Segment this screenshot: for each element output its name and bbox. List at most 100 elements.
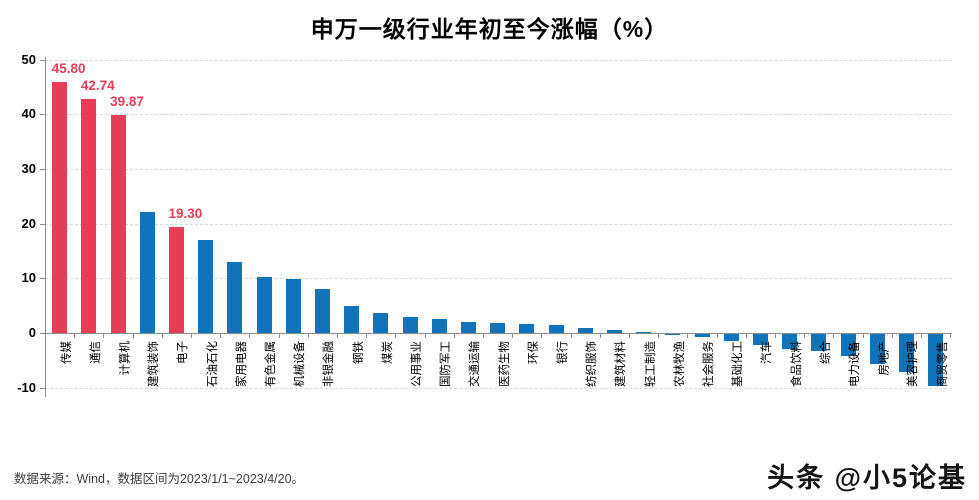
x-category-label: 房地产 (878, 341, 891, 376)
y-axis-tick-label: 40 (21, 106, 36, 122)
y-axis-tick (40, 223, 45, 225)
x-axis-tick (512, 334, 514, 338)
bar-汽车 (752, 334, 768, 345)
y-axis-tick-label: 30 (21, 160, 36, 176)
y-axis-tick-label: 0 (28, 325, 36, 340)
bar-电子 (168, 227, 184, 333)
x-category-label: 建筑材料 (615, 341, 628, 387)
bar-美容护理 (898, 334, 914, 372)
author-watermark: 头条 @小5论基 (767, 463, 967, 493)
y-gridline (45, 114, 952, 116)
x-axis-tick (570, 334, 572, 338)
x-category-label: 钢铁 (352, 341, 365, 364)
x-axis-tick (278, 334, 280, 338)
x-axis-line (45, 333, 952, 334)
x-category-label: 综合 (819, 341, 832, 364)
bar-建筑材料 (606, 329, 622, 333)
y-axis-tick-label: 20 (21, 215, 36, 231)
x-category-label: 社会服务 (703, 341, 715, 387)
x-category-label: 建筑装饰 (148, 341, 161, 387)
bar-交通运输 (460, 321, 476, 333)
x-axis-tick (716, 334, 718, 338)
bar-煤炭 (373, 313, 389, 333)
x-axis-tick (45, 334, 46, 338)
x-axis-tick (599, 334, 601, 338)
y-axis-tick (40, 278, 45, 280)
bar-轻工制造 (636, 332, 652, 333)
y-axis-tick (40, 59, 45, 61)
x-axis-tick (132, 334, 134, 338)
bar-房地产 (869, 334, 885, 365)
x-axis-tick (687, 334, 689, 338)
x-axis-tick (483, 334, 484, 338)
x-category-label: 传媒 (60, 341, 73, 364)
x-category-label: 基础化工 (732, 341, 745, 387)
y-axis-tick (40, 168, 45, 170)
bar-综合 (811, 334, 827, 351)
x-axis-tick (745, 334, 747, 338)
x-axis-tick (424, 334, 426, 338)
x-category-label: 计算机 (119, 341, 131, 376)
bar-value-label: 45.80 (51, 61, 86, 77)
y-axis-tick (40, 114, 45, 116)
y-axis-tick-label: 10 (21, 270, 36, 286)
x-category-label: 石油石化 (206, 341, 219, 387)
bar-环保 (519, 323, 535, 333)
x-category-label: 非银金融 (323, 341, 336, 387)
bar-纺织服饰 (577, 327, 593, 333)
x-category-label: 国防军工 (440, 341, 453, 387)
x-category-label: 环保 (527, 341, 540, 364)
x-axis-tick (191, 334, 192, 338)
x-category-label: 电子 (177, 341, 190, 364)
bar-社会服务 (694, 334, 710, 337)
x-category-label: 通信 (89, 341, 102, 364)
x-category-label: 食品饮料 (790, 341, 803, 387)
x-axis-tick (629, 334, 630, 338)
bar-通信 (81, 99, 97, 333)
x-category-label: 汽车 (761, 341, 774, 364)
x-category-label: 机械设备 (294, 341, 307, 387)
bar-银行 (548, 324, 564, 333)
bar-传媒 (52, 82, 68, 333)
x-axis-tick (658, 334, 660, 338)
x-axis-tick (161, 334, 163, 338)
y-gridline (45, 168, 952, 170)
y-axis-tick (40, 387, 45, 389)
bar-公用事业 (402, 317, 418, 333)
bar-医药生物 (490, 323, 506, 333)
x-axis-tick (775, 334, 776, 338)
bar-value-label: 39.87 (110, 93, 144, 109)
x-category-label: 有色金属 (265, 341, 277, 387)
bar-食品饮料 (782, 334, 798, 350)
x-category-label: 交通运输 (469, 341, 482, 387)
x-category-label: 轻工制造 (644, 341, 657, 387)
x-axis-tick (307, 334, 309, 338)
bar-建筑装饰 (139, 212, 155, 333)
bar-value-label: 19.30 (168, 206, 203, 222)
bar-国防军工 (431, 318, 447, 333)
bar-农林牧渔 (665, 334, 681, 335)
y-axis-tick-label: -10 (17, 379, 36, 395)
x-axis-tick (74, 334, 76, 338)
y-gridline (45, 223, 952, 225)
y-gridline (45, 59, 952, 61)
bar-家用电器 (227, 262, 243, 333)
x-axis-tick (891, 334, 893, 338)
x-category-label: 农林牧渔 (673, 341, 686, 387)
x-category-label: 电力设备 (849, 341, 861, 387)
x-category-label: 银行 (557, 341, 569, 364)
bar-value-label: 42.74 (80, 78, 115, 94)
x-axis-tick (249, 334, 251, 338)
bar-机械设备 (285, 278, 301, 333)
x-category-label: 家用电器 (235, 341, 248, 387)
x-category-label: 纺织服饰 (586, 341, 599, 387)
x-category-label: 美容护理 (907, 341, 920, 387)
bar-商贸零售 (928, 334, 944, 386)
bar-基础化工 (723, 334, 739, 341)
x-axis-tick (453, 334, 455, 338)
x-category-label: 煤炭 (381, 341, 394, 364)
x-axis-tick (541, 334, 543, 338)
x-axis-tick (366, 334, 368, 338)
